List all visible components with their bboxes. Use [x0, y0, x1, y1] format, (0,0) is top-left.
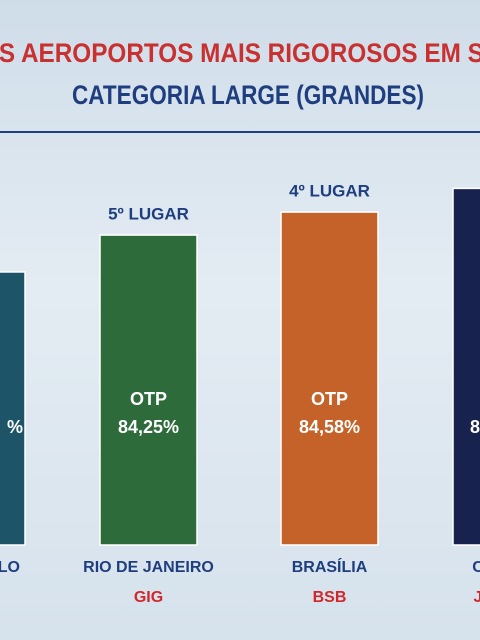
bar-label: OTP: [311, 389, 348, 409]
city-label: C: [472, 559, 480, 576]
value-label: %: [7, 417, 23, 437]
bar: [99, 234, 198, 546]
rank-label: 4º LUGAR: [289, 182, 370, 201]
code-label: GIG: [134, 589, 163, 606]
subtitle: CATEGORIA LARGE (GRANDES): [72, 80, 424, 110]
value-label: 84,58%: [299, 417, 360, 437]
city-label: BRASÍLIA: [292, 557, 368, 576]
code-label: BSB: [313, 589, 347, 606]
value-label: 84,25%: [118, 417, 179, 437]
city-label: RIO DE JANEIRO: [83, 559, 214, 576]
bar: [280, 211, 379, 546]
value-label: 8: [470, 417, 480, 437]
title: OS AEROPORTOS MAIS RIGOROSOS EM SE: [0, 38, 480, 68]
code-label: J: [474, 589, 480, 606]
bar: [452, 187, 480, 546]
city-label: LO: [0, 559, 20, 576]
bar-label: OTP: [130, 389, 167, 409]
bar: [0, 271, 26, 546]
rank-label: 5º LUGAR: [108, 205, 189, 224]
